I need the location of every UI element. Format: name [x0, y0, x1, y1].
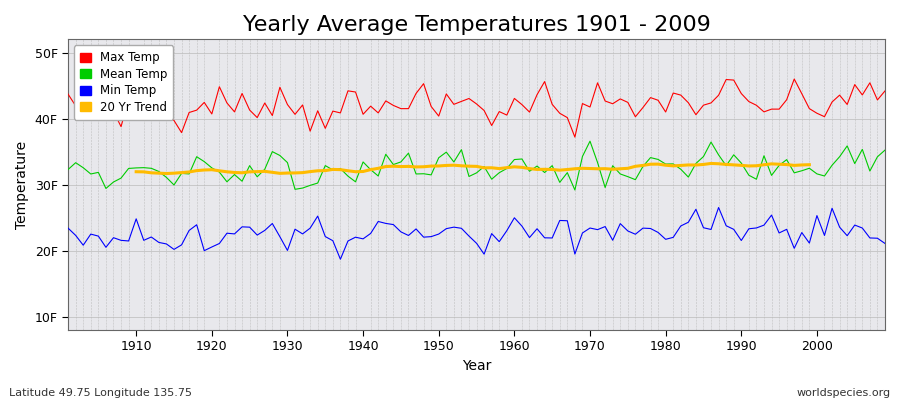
- X-axis label: Year: Year: [462, 359, 491, 373]
- Text: worldspecies.org: worldspecies.org: [796, 388, 891, 398]
- Title: Yearly Average Temperatures 1901 - 2009: Yearly Average Temperatures 1901 - 2009: [243, 15, 710, 35]
- Text: Latitude 49.75 Longitude 135.75: Latitude 49.75 Longitude 135.75: [9, 388, 192, 398]
- Y-axis label: Temperature: Temperature: [15, 141, 29, 229]
- Legend: Max Temp, Mean Temp, Min Temp, 20 Yr Trend: Max Temp, Mean Temp, Min Temp, 20 Yr Tre…: [74, 45, 173, 120]
